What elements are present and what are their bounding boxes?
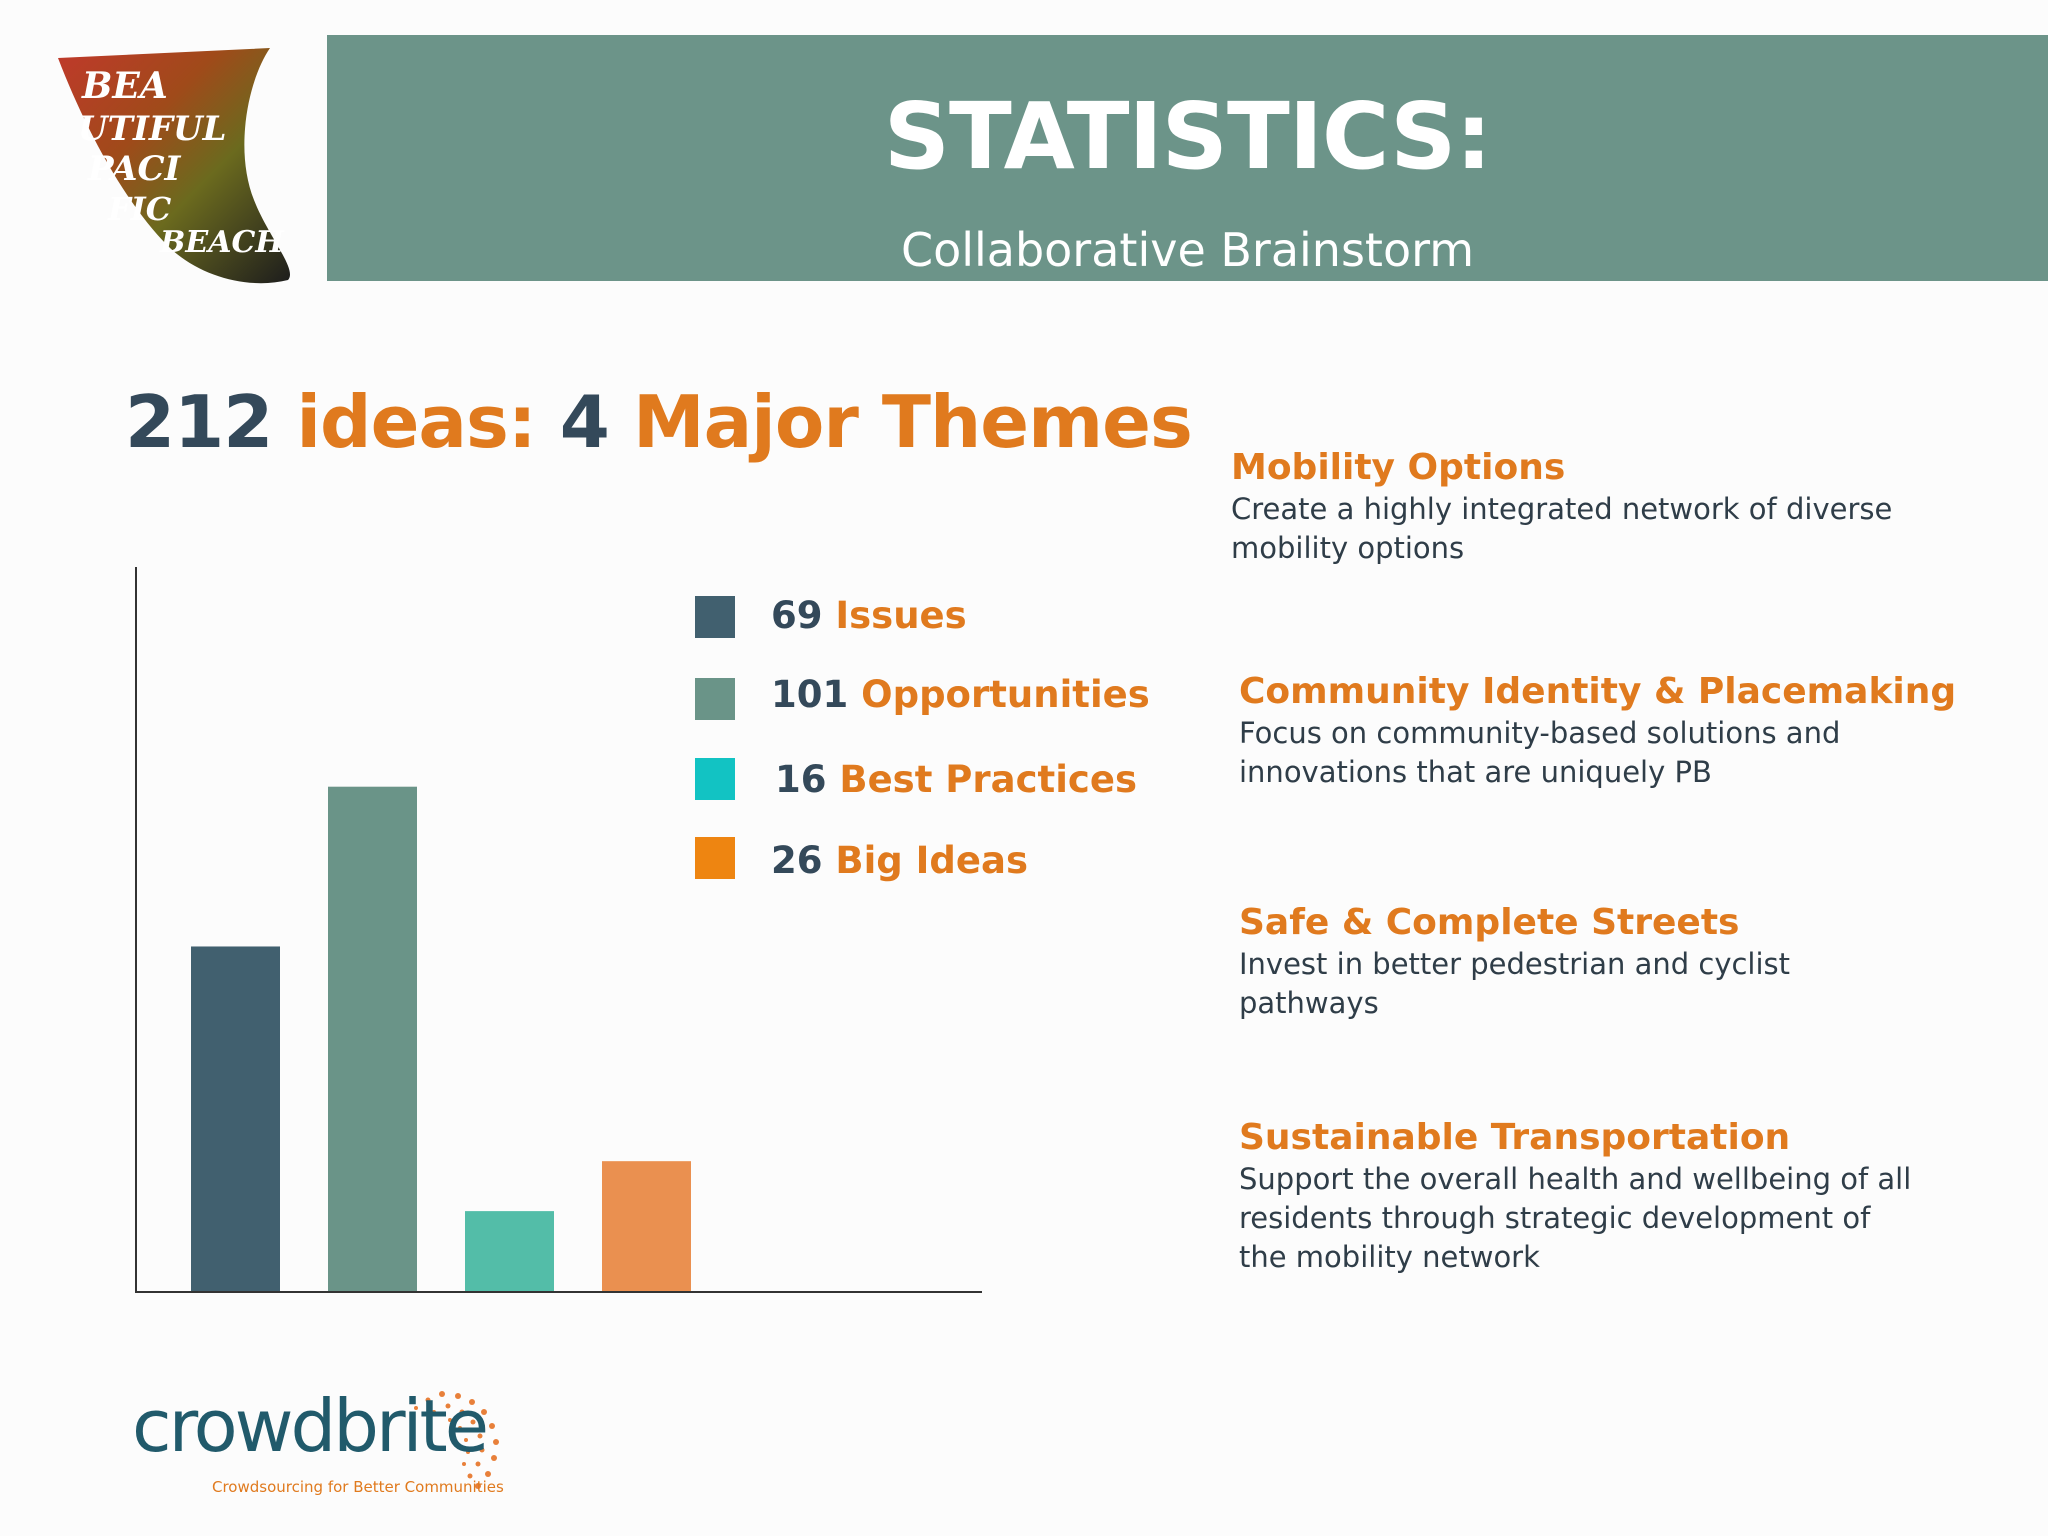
headline: 212 ideas: 4 Major Themes: [125, 380, 1193, 464]
theme-community-identity: Community Identity & Placemaking Focus o…: [1239, 670, 1957, 792]
theme-mobility-options: Mobility Options Create a highly integra…: [1231, 446, 1911, 568]
svg-text:PACI: PACI: [87, 149, 182, 189]
legend-item-opportunities: 101 Opportunities: [771, 673, 1150, 717]
legend-item-best-practices: 16 Best Practices: [775, 758, 1137, 802]
legend-value: 69: [771, 594, 823, 637]
legend-label: Opportunities: [861, 673, 1150, 716]
theme-title: Community Identity & Placemaking: [1239, 671, 1957, 712]
legend-item-issues: 69 Issues: [771, 594, 967, 638]
legend-value: 16: [775, 758, 827, 801]
crowdbrite-tagline: Crowdsourcing for Better Communities: [212, 1478, 504, 1496]
theme-description: Support the overall health and wellbeing…: [1239, 1162, 1912, 1274]
theme-title: Sustainable Transportation: [1239, 1117, 1791, 1158]
sunburst-icon: [414, 1391, 499, 1489]
legend-swatch-best-practices: [695, 758, 735, 800]
page-subtitle: Collaborative Brainstorm: [900, 223, 1475, 277]
legend-item-big-ideas: 26 Big Ideas: [771, 839, 1028, 883]
legend-label: Big Ideas: [835, 839, 1028, 882]
theme-sustainable-transportation: Sustainable Transportation Support the o…: [1239, 1116, 1919, 1277]
legend-label: Issues: [835, 594, 967, 637]
crowdbrite-logo: crowdbrite Crowdsourcing for Better Comm…: [132, 1380, 522, 1510]
ideas-word: ideas:: [296, 380, 536, 464]
idea-count: 212: [125, 380, 273, 464]
theme-title: Mobility Options: [1231, 447, 1566, 488]
crowdbrite-wordmark: crowdbrite: [132, 1384, 489, 1468]
legend-value: 101: [771, 673, 849, 716]
beautiful-pacific-beach-logo: BEA UTIFUL PACI FIC BEACH: [48, 40, 308, 290]
svg-text:UTIFUL: UTIFUL: [78, 109, 227, 149]
bar-opportunities: [328, 786, 417, 1291]
bar-big-ideas: [602, 1161, 691, 1291]
ideas-bar-chart: [135, 567, 982, 1293]
themes-count: 4: [559, 380, 610, 464]
theme-description: Focus on community-based solutions and i…: [1239, 716, 1841, 789]
legend-swatch-big-ideas: [695, 837, 735, 879]
bar-best-practices: [465, 1211, 554, 1291]
theme-safe-streets: Safe & Complete Streets Invest in better…: [1239, 901, 1919, 1023]
legend-swatch-issues: [695, 596, 735, 638]
page-title: STATISTICS:: [883, 83, 1492, 190]
legend-label: Best Practices: [839, 758, 1137, 801]
theme-title: Safe & Complete Streets: [1239, 902, 1740, 943]
header-banner: STATISTICS: Collaborative Brainstorm: [327, 35, 2048, 281]
theme-description: Invest in better pedestrian and cyclist …: [1239, 947, 1791, 1020]
legend-swatch-opportunities: [695, 678, 735, 720]
svg-text:BEA: BEA: [81, 65, 168, 107]
themes-word: Major Themes: [632, 380, 1193, 464]
svg-text:BEACH: BEACH: [159, 225, 285, 260]
bar-issues: [191, 946, 280, 1291]
theme-description: Create a highly integrated network of di…: [1231, 492, 1893, 565]
legend-value: 26: [771, 839, 823, 882]
svg-text:FIC: FIC: [107, 190, 172, 228]
